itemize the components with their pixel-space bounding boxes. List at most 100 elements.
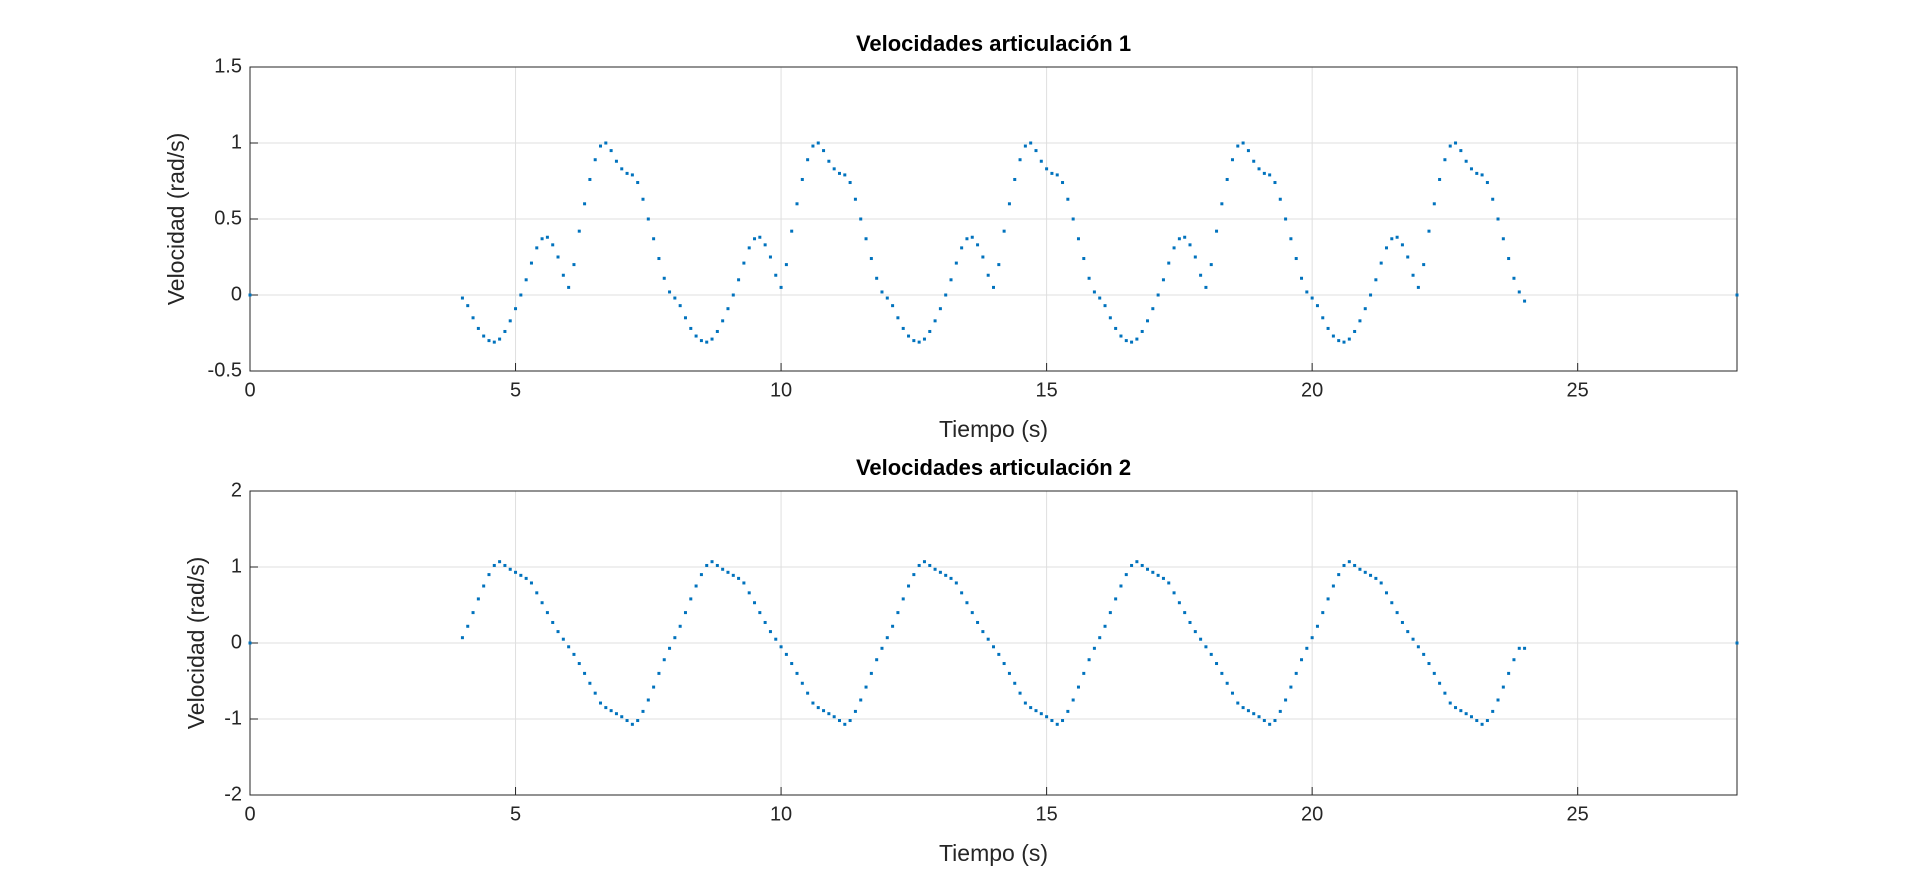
data-point — [1427, 229, 1431, 233]
data-point — [657, 257, 661, 261]
data-point — [710, 337, 714, 341]
data-point — [1512, 658, 1516, 662]
data-point — [471, 611, 475, 615]
data-point — [1347, 560, 1351, 564]
data-point — [1374, 576, 1378, 580]
data-point — [1305, 290, 1309, 294]
data-point — [1464, 159, 1468, 163]
data-point — [832, 715, 836, 719]
data-point — [747, 246, 751, 250]
data-point — [774, 273, 778, 277]
data-point — [1023, 701, 1027, 705]
data-point — [885, 636, 889, 640]
data-point — [492, 563, 496, 567]
data-point — [1050, 719, 1054, 723]
data-point — [1066, 197, 1070, 201]
data-point — [864, 685, 868, 689]
data-point — [609, 149, 613, 153]
data-point — [1082, 671, 1086, 675]
data-point — [466, 304, 470, 308]
data-point — [811, 144, 815, 148]
data-point — [1390, 601, 1394, 605]
data-point — [1326, 326, 1330, 330]
data-point — [705, 563, 709, 567]
data-point — [1241, 706, 1245, 710]
data-point — [1013, 681, 1017, 685]
data-point — [1289, 237, 1293, 241]
data-point — [986, 637, 990, 641]
data-point — [1496, 698, 1500, 702]
x-tick-label: 15 — [1035, 379, 1057, 401]
data-point — [1140, 563, 1144, 567]
data-point — [1225, 681, 1229, 685]
data-point — [1369, 293, 1373, 297]
data-point — [498, 337, 502, 341]
data-point — [1337, 339, 1341, 343]
data-point — [710, 560, 714, 564]
data-point — [1347, 337, 1351, 341]
data-point — [1172, 591, 1176, 595]
data-point — [747, 591, 751, 595]
data-point — [535, 246, 539, 250]
data-point — [1491, 709, 1495, 713]
data-point — [492, 340, 496, 344]
data-point — [981, 630, 985, 634]
data-point — [928, 563, 932, 567]
data-point — [1055, 722, 1059, 726]
data-point — [795, 671, 799, 675]
data-point — [689, 597, 693, 601]
data-point — [529, 581, 533, 585]
data-point — [1300, 276, 1304, 280]
data-point — [540, 237, 544, 241]
data-point — [1284, 698, 1288, 702]
data-point — [1135, 337, 1139, 341]
data-point — [880, 290, 884, 294]
data-point — [646, 698, 650, 702]
data-point — [1353, 329, 1357, 333]
data-point — [715, 329, 719, 333]
data-point — [811, 701, 815, 705]
data-point — [949, 576, 953, 580]
y-tick-label: 0 — [231, 283, 242, 305]
data-point — [652, 237, 656, 241]
data-point — [599, 701, 603, 705]
data-point — [1459, 149, 1463, 153]
data-point — [476, 597, 480, 601]
data-point — [1230, 158, 1234, 162]
data-point — [1485, 181, 1489, 185]
data-point — [248, 641, 252, 645]
data-point — [1310, 636, 1314, 640]
data-point — [466, 624, 470, 628]
data-point — [1130, 563, 1134, 567]
data-point — [933, 567, 937, 571]
data-point — [678, 624, 682, 628]
data-point — [1039, 159, 1043, 163]
data-point — [593, 158, 597, 162]
data-point — [1353, 563, 1357, 567]
data-point — [540, 601, 544, 605]
data-point — [944, 293, 948, 297]
data-point — [731, 573, 735, 577]
data-point — [784, 263, 788, 267]
data-point — [524, 576, 528, 580]
data-point — [248, 293, 252, 297]
data-point — [917, 340, 921, 344]
data-point — [1146, 567, 1150, 571]
data-point — [768, 630, 772, 634]
data-point — [869, 671, 873, 675]
data-point — [795, 202, 799, 206]
data-point — [1124, 339, 1128, 343]
data-point — [1448, 144, 1452, 148]
x-tick-label: 25 — [1567, 379, 1589, 401]
data-point — [859, 217, 863, 221]
data-point — [588, 681, 592, 685]
data-point — [1321, 611, 1325, 615]
data-point — [1432, 671, 1436, 675]
axes-frame — [249, 66, 1738, 372]
data-point — [1188, 243, 1192, 247]
data-point — [763, 620, 767, 624]
data-point — [885, 296, 889, 300]
data-point — [853, 709, 857, 713]
data-point — [551, 620, 555, 624]
